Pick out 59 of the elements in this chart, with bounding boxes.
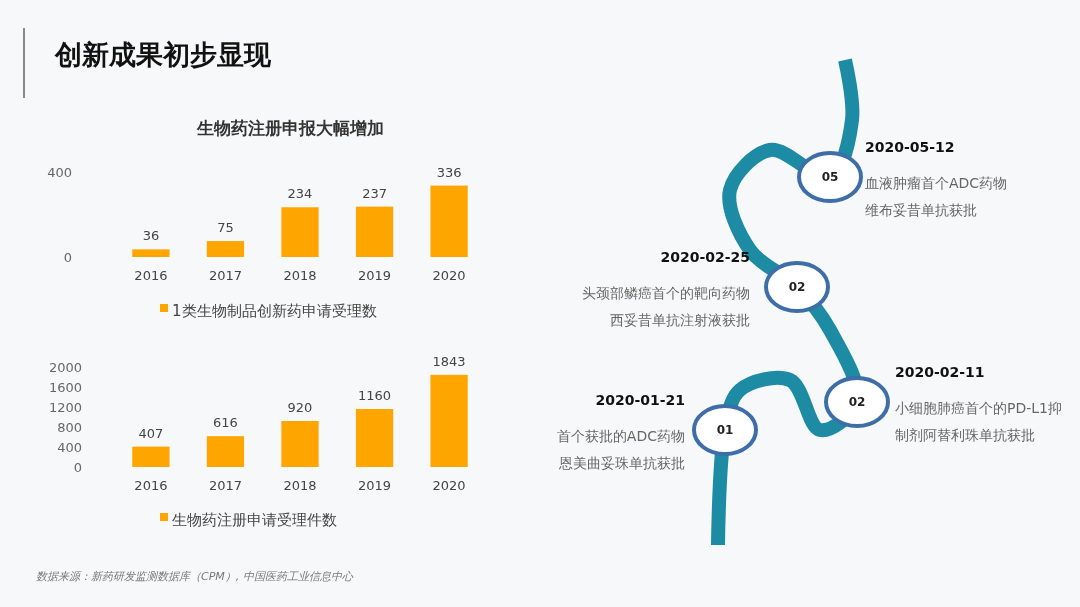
data-label: 234 — [287, 186, 313, 202]
text: 维布妥昔单抗获批 — [865, 202, 977, 218]
text: 西妥昔单抗注射液获批 — [610, 312, 750, 328]
data-label: 616 — [213, 415, 238, 431]
numbered-circle-badge: 05 — [797, 151, 863, 203]
text: 制剂阿替利珠单抗获批 — [895, 427, 1035, 443]
bar — [355, 409, 394, 467]
data-label: 36 — [142, 228, 160, 244]
numbered-circle-badge: 02 — [764, 261, 830, 313]
x-tick-label: 2017 — [208, 478, 242, 493]
bar — [206, 436, 245, 467]
y-tick-label: 0 — [73, 459, 82, 475]
x-tick-label: 2016 — [134, 478, 168, 493]
legend-label: 生物药注册申请受理件数 — [172, 511, 337, 530]
text: 2020-01-21 — [595, 392, 685, 408]
text: 恩美曲妥珠单抗获批 — [558, 455, 685, 471]
text: 2020-05-12 — [865, 139, 955, 155]
numbered-circle-badge: 01 — [692, 404, 758, 456]
data-label: 920 — [287, 400, 313, 415]
x-tick-label: 2017 — [208, 268, 242, 283]
bar — [355, 206, 394, 257]
x-tick-label: 2019 — [358, 478, 392, 493]
x-tick-label: 2020 — [432, 478, 466, 493]
y-tick-label: 400 — [47, 164, 72, 180]
data-label: 237 — [362, 185, 387, 201]
numbered-circle-badge: 02 — [824, 376, 890, 428]
x-tick-label: 2019 — [358, 268, 392, 283]
bar — [430, 374, 468, 467]
x-tick-label: 2016 — [134, 268, 168, 283]
legend-label: 1类生物制品创新药申请受理数 — [172, 302, 377, 321]
bar — [132, 249, 170, 257]
bar — [281, 421, 319, 467]
x-tick-label: 2018 — [283, 478, 317, 493]
data-label: 336 — [436, 164, 462, 180]
bar — [281, 207, 319, 257]
data-label: 407 — [138, 425, 164, 441]
text: 血液肿瘤首个ADC药物 — [865, 175, 1008, 191]
source-note: 数据来源：新药研发监测数据库（CPM）, 中国医药工业信息中心 — [36, 570, 354, 583]
bar — [430, 185, 468, 257]
data-label: 1843 — [432, 353, 466, 369]
bar — [132, 446, 170, 467]
bar — [206, 241, 245, 257]
text: 小细胞肺癌首个的PD-L1抑 — [895, 400, 1062, 416]
chart-title: 生物药注册申报大幅增加 — [195, 118, 384, 138]
y-tick-label: 1600 — [48, 379, 82, 395]
data-label: 1160 — [358, 388, 392, 403]
y-tick-label: 800 — [57, 419, 82, 435]
text: 创新成果初步显现 — [54, 39, 272, 70]
text: 首个获批的ADC药物 — [556, 428, 685, 444]
y-tick-label: 1200 — [48, 399, 82, 415]
y-tick-label: 0 — [63, 249, 72, 265]
text: 2020-02-11 — [895, 364, 985, 380]
text: 头颈部鳞癌首个的靶向药物 — [582, 285, 750, 301]
y-tick-label: 2000 — [48, 359, 82, 375]
y-tick-label: 400 — [57, 439, 82, 455]
data-label: 75 — [217, 220, 234, 236]
x-tick-label: 2018 — [283, 268, 317, 283]
text: 2020-02-25 — [660, 249, 750, 265]
x-tick-label: 2020 — [432, 268, 466, 283]
